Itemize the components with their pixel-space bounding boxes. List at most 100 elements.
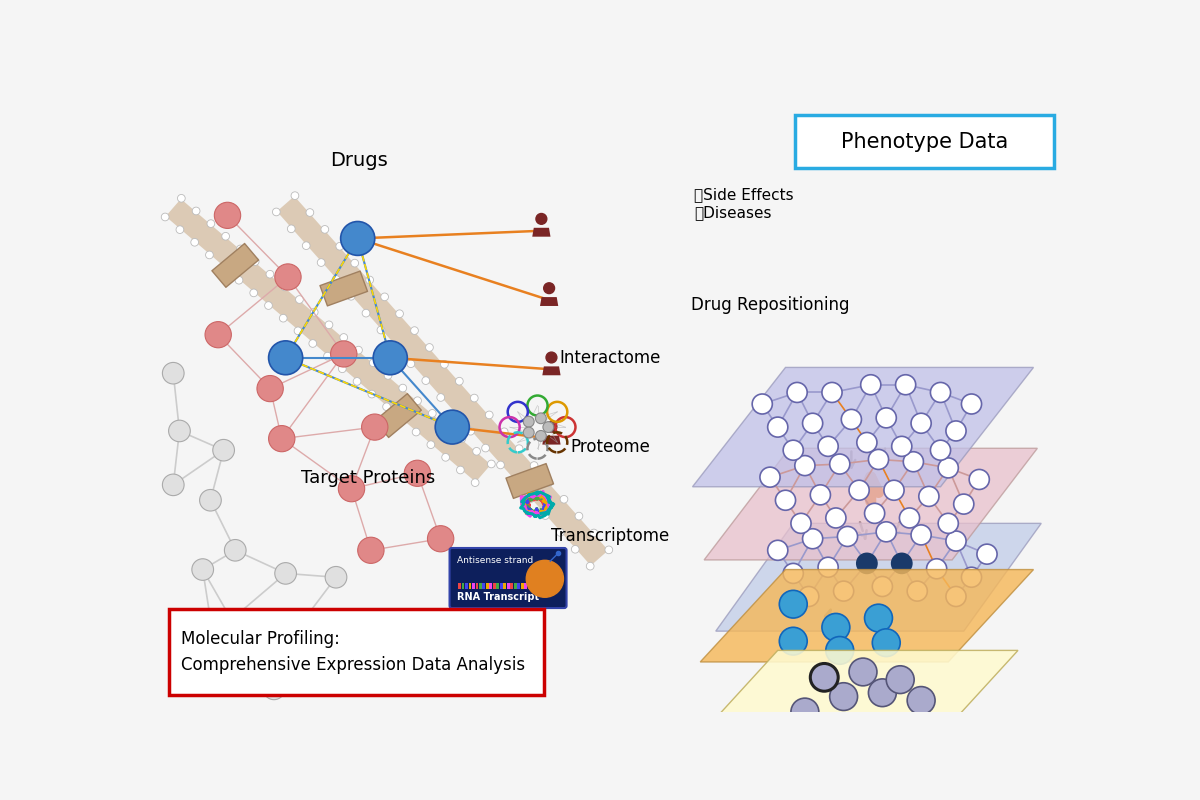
Circle shape [347,293,355,300]
Circle shape [404,460,431,486]
Circle shape [535,430,546,442]
Circle shape [458,435,466,442]
Circle shape [829,682,858,710]
Circle shape [768,417,788,437]
Circle shape [168,420,191,442]
Circle shape [205,251,214,258]
Circle shape [930,382,950,402]
Circle shape [269,341,302,374]
Text: Interactome: Interactome [559,349,661,366]
Circle shape [290,613,312,634]
Circle shape [383,403,390,410]
Circle shape [222,233,229,240]
Circle shape [330,341,356,367]
Circle shape [560,495,568,503]
Circle shape [536,214,547,224]
Circle shape [791,514,811,534]
Circle shape [338,476,365,502]
FancyBboxPatch shape [212,243,258,287]
Circle shape [926,558,947,578]
Circle shape [205,322,232,348]
Circle shape [557,529,564,536]
Circle shape [822,382,842,402]
Circle shape [546,352,557,363]
Circle shape [911,525,931,545]
Circle shape [281,283,288,290]
Circle shape [224,539,246,561]
Circle shape [545,478,553,486]
Circle shape [590,529,598,537]
Circle shape [907,686,935,714]
Circle shape [325,566,347,588]
Circle shape [206,220,215,227]
Circle shape [818,436,839,456]
Circle shape [760,467,780,487]
Circle shape [970,470,989,490]
Bar [462,582,464,589]
Circle shape [523,416,534,427]
Circle shape [332,275,340,283]
Text: Phenotype Data: Phenotype Data [840,131,1008,151]
Circle shape [895,374,916,394]
Circle shape [841,410,862,430]
Circle shape [353,378,361,386]
Circle shape [946,586,966,606]
Bar [479,582,481,589]
Bar [466,582,468,589]
Circle shape [467,427,474,435]
Circle shape [452,410,460,418]
Circle shape [829,454,850,474]
Circle shape [275,562,296,584]
Circle shape [257,375,283,402]
Circle shape [810,485,830,505]
Text: ・Side Effects
・Diseases: ・Side Effects ・Diseases [694,188,793,220]
Bar [548,582,552,589]
Circle shape [826,508,846,528]
Polygon shape [701,570,1033,662]
Circle shape [456,378,463,385]
Circle shape [161,213,169,221]
Bar [539,582,541,589]
Circle shape [911,414,931,434]
Circle shape [362,310,370,317]
Circle shape [292,192,299,199]
Bar [524,582,527,589]
Circle shape [938,458,959,478]
Circle shape [487,460,496,468]
Circle shape [535,413,546,424]
Bar [497,582,499,589]
Bar [475,582,479,589]
Circle shape [791,698,818,726]
Circle shape [546,422,557,432]
Circle shape [162,362,184,384]
FancyBboxPatch shape [169,609,544,695]
Circle shape [221,264,228,271]
Circle shape [860,374,881,394]
Circle shape [544,283,554,294]
Bar [528,582,530,589]
Bar [486,582,488,589]
Circle shape [775,490,796,510]
Circle shape [838,526,858,546]
Polygon shape [715,523,1042,631]
Circle shape [178,194,185,202]
Circle shape [752,394,773,414]
Circle shape [287,225,295,233]
Circle shape [256,643,277,665]
Polygon shape [542,436,560,445]
Circle shape [191,238,198,246]
Text: Transcriptome: Transcriptome [551,527,670,546]
Circle shape [822,614,850,641]
Circle shape [900,508,919,528]
Circle shape [340,334,348,342]
Circle shape [907,581,928,601]
Circle shape [500,428,508,436]
Circle shape [437,394,445,402]
Bar [482,582,485,589]
Circle shape [212,439,234,461]
Circle shape [810,663,839,691]
Bar [506,582,510,589]
Text: Antisense strand: Antisense strand [456,556,533,566]
Circle shape [803,414,823,434]
Circle shape [280,314,287,322]
